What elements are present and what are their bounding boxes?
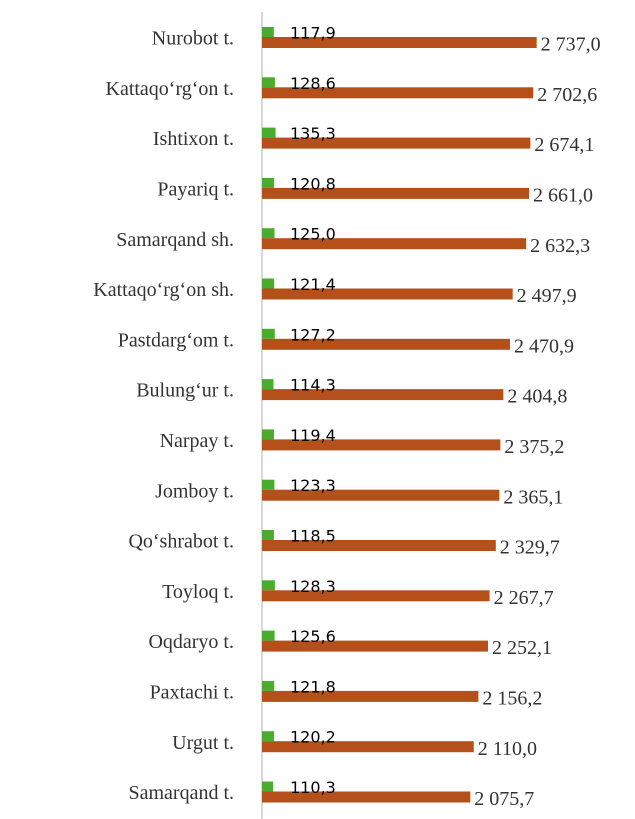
value-label: 118,5 bbox=[290, 527, 336, 546]
category-label: Toyloq t. bbox=[162, 581, 234, 603]
category-label: Nurobot t. bbox=[152, 28, 234, 50]
bar bbox=[262, 288, 513, 300]
category-label: Narpay t. bbox=[160, 430, 234, 452]
value-label: 2 661,0 bbox=[533, 184, 593, 206]
value-label: 119,4 bbox=[290, 426, 336, 445]
bar bbox=[262, 27, 274, 37]
category-label: Ishtixon t. bbox=[153, 128, 234, 150]
category-label: Payariq t. bbox=[157, 178, 234, 200]
value-label: 2 404,8 bbox=[507, 386, 567, 408]
bar bbox=[262, 177, 275, 188]
bar bbox=[262, 741, 474, 753]
category-label: Samarqand sh. bbox=[116, 229, 234, 251]
bar bbox=[262, 680, 275, 691]
bar bbox=[262, 640, 489, 652]
category-label: Qo‘shrabot t. bbox=[128, 531, 234, 553]
bar bbox=[262, 187, 530, 199]
value-label: 125,0 bbox=[290, 225, 336, 244]
bar bbox=[262, 137, 531, 149]
category-label: Samarqand t. bbox=[128, 782, 234, 804]
value-label: 2 110,0 bbox=[478, 738, 537, 760]
bar bbox=[262, 781, 274, 792]
value-label: 2 737,0 bbox=[541, 34, 601, 56]
bar bbox=[262, 278, 275, 289]
bar bbox=[262, 389, 504, 401]
value-label: 120,2 bbox=[290, 728, 336, 747]
bar bbox=[262, 328, 275, 339]
bar bbox=[262, 630, 275, 641]
value-label: 2 632,3 bbox=[530, 235, 590, 257]
value-label: 125,6 bbox=[290, 627, 336, 646]
bar bbox=[262, 479, 275, 490]
value-label: 2 329,7 bbox=[500, 537, 560, 559]
bar bbox=[262, 590, 490, 602]
bar bbox=[262, 791, 471, 803]
value-label: 2 075,7 bbox=[474, 788, 534, 810]
category-label: Urgut t. bbox=[172, 732, 234, 754]
category-label: Bulung‘ur t. bbox=[136, 380, 234, 402]
bar bbox=[262, 127, 276, 138]
category-label: Jomboy t. bbox=[155, 480, 234, 502]
bar bbox=[262, 690, 479, 702]
value-label: 2 702,6 bbox=[537, 84, 597, 106]
bar bbox=[262, 439, 501, 451]
category-label: Kattaqo‘rg‘on t. bbox=[106, 78, 235, 100]
value-label: 2 365,1 bbox=[503, 486, 563, 508]
bar bbox=[262, 379, 274, 390]
bar bbox=[262, 540, 496, 551]
value-label: 120,8 bbox=[290, 174, 336, 193]
category-label: Kattaqo‘rg‘on sh. bbox=[93, 279, 234, 301]
bar bbox=[262, 77, 275, 88]
value-label: 110,3 bbox=[290, 778, 336, 797]
value-label: 127,2 bbox=[290, 325, 336, 344]
category-label: Paxtachi t. bbox=[150, 681, 234, 703]
category-label: Pastdarg‘om t. bbox=[118, 329, 234, 351]
value-label: 128,6 bbox=[290, 74, 336, 93]
bar bbox=[262, 87, 534, 99]
value-label: 2 470,9 bbox=[514, 335, 574, 357]
value-label: 123,3 bbox=[290, 476, 336, 495]
value-label: 2 252,1 bbox=[492, 637, 552, 659]
bar bbox=[262, 530, 274, 540]
value-label: 2 156,2 bbox=[482, 687, 542, 709]
bar bbox=[262, 429, 274, 440]
value-label: 2 497,9 bbox=[517, 285, 577, 307]
value-label: 135,3 bbox=[290, 124, 336, 143]
value-label: 2 267,7 bbox=[494, 587, 554, 609]
value-label: 117,9 bbox=[290, 24, 336, 43]
value-label: 2 674,1 bbox=[534, 134, 594, 156]
category-label: Oqdaryo t. bbox=[148, 631, 234, 653]
bar bbox=[262, 580, 275, 591]
bar bbox=[262, 731, 275, 742]
value-label: 121,4 bbox=[290, 275, 336, 294]
value-label: 2 375,2 bbox=[504, 436, 564, 458]
bar bbox=[262, 489, 500, 501]
bar bbox=[262, 37, 537, 48]
value-label: 121,8 bbox=[290, 677, 336, 696]
bar bbox=[262, 338, 510, 350]
bar bbox=[262, 228, 275, 239]
value-label: 128,3 bbox=[290, 577, 336, 596]
value-label: 114,3 bbox=[290, 376, 336, 395]
bar bbox=[262, 238, 527, 250]
